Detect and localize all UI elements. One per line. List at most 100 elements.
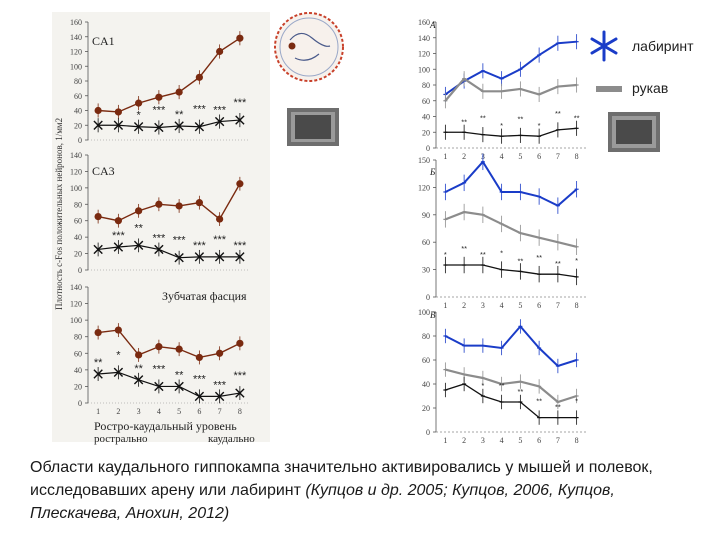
significance-mark: ** bbox=[517, 387, 523, 396]
x-tick-label: 6 bbox=[537, 301, 541, 310]
figure-caption: Области каудального гиппокампа значитель… bbox=[30, 456, 710, 525]
left-x-axis-label: Ростро-каудальный уровень bbox=[94, 419, 237, 433]
significance-mark: *** bbox=[152, 232, 166, 244]
y-tick-label: 60 bbox=[422, 238, 430, 247]
x-tick-label: 4 bbox=[500, 152, 504, 161]
significance-mark: ** bbox=[574, 113, 580, 122]
data-point bbox=[174, 252, 184, 263]
significance-mark: * bbox=[116, 349, 121, 361]
y-tick-label: 40 bbox=[74, 107, 82, 116]
data-point bbox=[133, 122, 144, 132]
data-point bbox=[114, 108, 122, 116]
data-point bbox=[235, 252, 245, 262]
series-line-2 bbox=[444, 210, 577, 248]
series-line-3 bbox=[445, 127, 577, 137]
x-tick-label: 4 bbox=[500, 301, 504, 310]
y-tick-label: 0 bbox=[78, 266, 82, 275]
series-line-2 bbox=[445, 368, 577, 404]
chart-panel-4: 02040608010012014016012345678A**********… bbox=[418, 18, 586, 161]
significance-mark: * bbox=[575, 256, 578, 265]
significance-mark: ** bbox=[536, 397, 542, 406]
x-tick-label: 1 bbox=[443, 152, 447, 161]
y-tick-label: 20 bbox=[74, 121, 82, 130]
legend-arm-label: рукав bbox=[632, 80, 668, 96]
data-point bbox=[133, 375, 144, 385]
significance-mark: ** bbox=[461, 244, 467, 253]
data-point bbox=[235, 115, 245, 125]
maze-illustration-top bbox=[287, 108, 339, 146]
series-line-1 bbox=[444, 40, 577, 96]
y-tick-label: 140 bbox=[70, 283, 82, 292]
panel-label: В bbox=[430, 310, 436, 320]
data-point bbox=[113, 367, 124, 378]
significance-mark: * bbox=[481, 381, 484, 390]
x-tick-label: 5 bbox=[177, 407, 181, 416]
caption-main: Области каудального гиппокампа значитель… bbox=[30, 459, 653, 499]
y-tick-label: 20 bbox=[422, 128, 430, 137]
y-tick-label: 0 bbox=[426, 293, 430, 302]
data-point bbox=[195, 199, 203, 207]
significance-mark: ** bbox=[555, 109, 561, 118]
chart-title: Зубчатая фасция bbox=[162, 289, 247, 303]
significance-mark: *** bbox=[233, 240, 247, 252]
y-tick-label: 40 bbox=[422, 380, 430, 389]
significance-mark: ** bbox=[94, 357, 103, 369]
y-tick-label: 40 bbox=[422, 113, 430, 122]
x-tick-label: 2 bbox=[116, 407, 120, 416]
y-tick-label: 100 bbox=[418, 65, 430, 74]
data-point bbox=[155, 343, 163, 351]
y-tick-label: 100 bbox=[418, 308, 430, 317]
caption-references: (Купцов и др. 2005; Купцов, 2006, Купцов… bbox=[30, 482, 615, 522]
data-point bbox=[175, 202, 183, 210]
y-tick-label: 140 bbox=[418, 34, 430, 43]
data-point bbox=[114, 217, 122, 225]
y-tick-label: 0 bbox=[78, 399, 82, 408]
y-tick-label: 80 bbox=[74, 200, 82, 209]
data-point bbox=[133, 240, 144, 251]
chart-title: CA3 bbox=[92, 164, 115, 178]
y-tick-label: 140 bbox=[70, 151, 82, 160]
x-tick-label: 1 bbox=[96, 407, 100, 416]
y-tick-label: 80 bbox=[422, 332, 430, 341]
x-tick-label: 8 bbox=[575, 301, 579, 310]
data-point bbox=[236, 180, 244, 188]
significance-mark: *** bbox=[213, 105, 227, 117]
data-point bbox=[135, 99, 143, 107]
significance-mark: ** bbox=[517, 256, 523, 265]
significance-mark: ** bbox=[175, 109, 184, 121]
series-line-1 bbox=[97, 183, 241, 222]
significance-mark: ** bbox=[480, 250, 486, 259]
significance-mark: *** bbox=[152, 363, 166, 375]
y-tick-label: 40 bbox=[74, 233, 82, 242]
x-tick-label: 2 bbox=[462, 436, 466, 445]
chart-title: CA1 bbox=[92, 34, 115, 48]
x-tick-label: 5 bbox=[518, 301, 522, 310]
y-tick-label: 60 bbox=[74, 217, 82, 226]
panel-label: A bbox=[429, 20, 436, 30]
legend-asterisk-icon bbox=[590, 30, 618, 62]
y-tick-label: 100 bbox=[70, 184, 82, 193]
series-line-2 bbox=[98, 371, 240, 397]
y-tick-label: 80 bbox=[74, 77, 82, 86]
x-tick-label: 2 bbox=[462, 301, 466, 310]
y-tick-label: 30 bbox=[422, 266, 430, 275]
x-tick-label: 8 bbox=[575, 152, 579, 161]
significance-mark: ** bbox=[175, 369, 184, 381]
series-line-1 bbox=[444, 160, 578, 207]
left-x-label-caudal: каудально bbox=[208, 433, 255, 445]
y-tick-label: 120 bbox=[70, 48, 82, 57]
x-tick-label: 3 bbox=[137, 407, 141, 416]
significance-mark: *** bbox=[152, 104, 166, 116]
arena-illustration bbox=[274, 12, 344, 82]
y-tick-label: 140 bbox=[70, 33, 82, 42]
data-point bbox=[235, 388, 245, 398]
x-tick-label: 5 bbox=[518, 152, 522, 161]
significance-mark: ** bbox=[517, 114, 523, 123]
panel-label: Б bbox=[429, 167, 436, 177]
y-tick-label: 60 bbox=[74, 349, 82, 358]
data-point bbox=[194, 252, 205, 262]
y-tick-label: 20 bbox=[422, 404, 430, 413]
significance-mark: ** bbox=[134, 363, 143, 375]
